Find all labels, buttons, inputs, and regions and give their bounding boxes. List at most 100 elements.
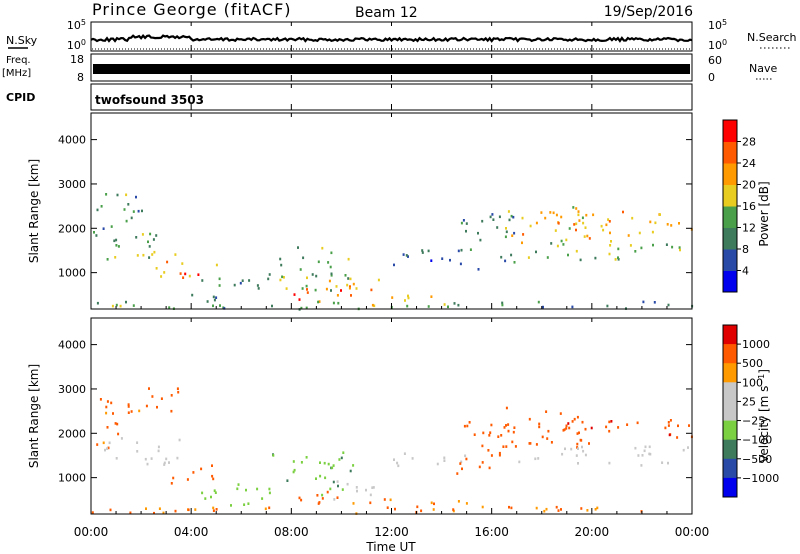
range-gate-cell (163, 463, 166, 466)
range-gate-cell (559, 412, 562, 415)
range-gate-cell (160, 397, 163, 400)
range-gate-cell (466, 424, 469, 428)
range-gate-cell (535, 221, 538, 225)
range-gate-cell (120, 437, 123, 440)
range-gate-cell (107, 446, 110, 450)
range-gate-cell (305, 456, 308, 459)
range-gate-cell (441, 257, 444, 260)
range-gate-cell (560, 239, 563, 243)
range-gate-cell (149, 232, 152, 236)
range-gate-cell (643, 449, 646, 453)
range-gate-cell (318, 300, 321, 303)
noise-trace (90, 34, 693, 50)
range-gate-cell (561, 452, 564, 456)
range-gate-cell (327, 462, 330, 466)
range-gate-cell (212, 295, 215, 299)
colorbar-tick-label: 100 (742, 376, 763, 389)
range-gate-cell (508, 218, 511, 222)
range-gate-cell (563, 428, 566, 431)
range-gate-cell (513, 426, 516, 429)
range-gate-cell (501, 303, 504, 307)
range-gate-cell (172, 476, 175, 480)
range-gate-cell (130, 216, 133, 220)
colorbar-segment (723, 184, 737, 207)
range-gate-cell (137, 209, 140, 213)
colorbar-segment (723, 249, 737, 271)
range-gate-cell (336, 294, 339, 297)
range-gate-cell (463, 424, 466, 428)
range-gate-cell (371, 486, 374, 489)
range-gate-cell (489, 215, 492, 219)
range-gate-cell (102, 441, 105, 445)
range-gate-cell (610, 240, 612, 243)
range-gate-cell (659, 213, 661, 216)
range-gate-cell (119, 304, 122, 308)
range-gate-cell (256, 284, 259, 287)
x-tick-label: 20:00 (575, 525, 610, 539)
colorbar-segment (723, 439, 737, 460)
range-gate-cell (460, 221, 463, 225)
range-gate-cell (505, 406, 508, 410)
range-gate-cell (640, 246, 643, 250)
range-gate-cell (268, 491, 271, 495)
noise-tick-left-top: 105 (67, 18, 86, 32)
range-gate-cell (115, 303, 118, 307)
range-gate-cell (550, 441, 553, 444)
velocity-heatmap (91, 387, 693, 515)
range-gate-cell (115, 244, 118, 247)
range-gate-cell (329, 487, 332, 491)
colorbar-tick-label: 28 (742, 136, 756, 149)
range-gate-cell (156, 405, 158, 409)
range-gate-cell (584, 453, 587, 457)
range-gate-cell (527, 256, 530, 259)
range-gate-cell (404, 299, 406, 302)
range-gate-cell (529, 224, 532, 228)
range-gate-cell (317, 260, 320, 264)
range-gate-cell (282, 276, 285, 279)
velocity-panel: 1000 2000 3000 4000 Slant Range [km] 1000 50… (27, 317, 779, 515)
range-gate-cell (490, 423, 493, 427)
range-gate-cell (236, 487, 239, 491)
range-gate-cell (608, 420, 611, 424)
range-gate-cell (213, 489, 216, 492)
range-gate-cell (279, 257, 282, 261)
station-title: Prince George (fitACF) (92, 0, 292, 19)
range-gate-cell (557, 222, 560, 225)
range-gate-cell (257, 287, 260, 290)
range-gate-cell (501, 301, 504, 305)
range-gate-cell (667, 421, 670, 424)
range-gate-cell (577, 462, 579, 465)
range-gate-cell (371, 303, 374, 307)
range-gate-cell (211, 474, 214, 478)
range-gate-cell (170, 409, 173, 413)
range-gate-cell (204, 497, 207, 500)
range-gate-cell (148, 256, 151, 259)
range-gate-cell (337, 301, 340, 305)
range-gate-cell (176, 387, 179, 390)
range-gate-cell (543, 509, 546, 513)
range-gate-cell (280, 263, 283, 267)
range-gate-cell (596, 506, 599, 510)
range-gate-cell (349, 285, 351, 288)
range-gate-cell (629, 244, 632, 247)
range-gate-cell (352, 464, 355, 467)
range-gate-cell (433, 502, 435, 506)
range-gate-cell (188, 274, 191, 278)
range-gate-cell (268, 273, 271, 276)
range-gate-cell (465, 457, 468, 461)
range-gate-cell (279, 278, 282, 282)
range-gate-cell (237, 483, 240, 486)
range-gate-cell (649, 452, 652, 456)
range-gate-cell (148, 387, 150, 390)
range-gate-cell (155, 234, 158, 237)
colorbar-tick-label: 20 (742, 179, 756, 192)
range-gate-cell (565, 424, 568, 428)
y-tick-label: 4000 (58, 134, 86, 147)
range-gate-cell (314, 288, 317, 292)
range-gate-cell (335, 285, 338, 288)
range-gate-cell (330, 289, 332, 292)
range-gate-cell (676, 436, 679, 439)
colorbar-tick-label: −1000 (742, 472, 779, 485)
range-gate-cell (350, 294, 352, 297)
